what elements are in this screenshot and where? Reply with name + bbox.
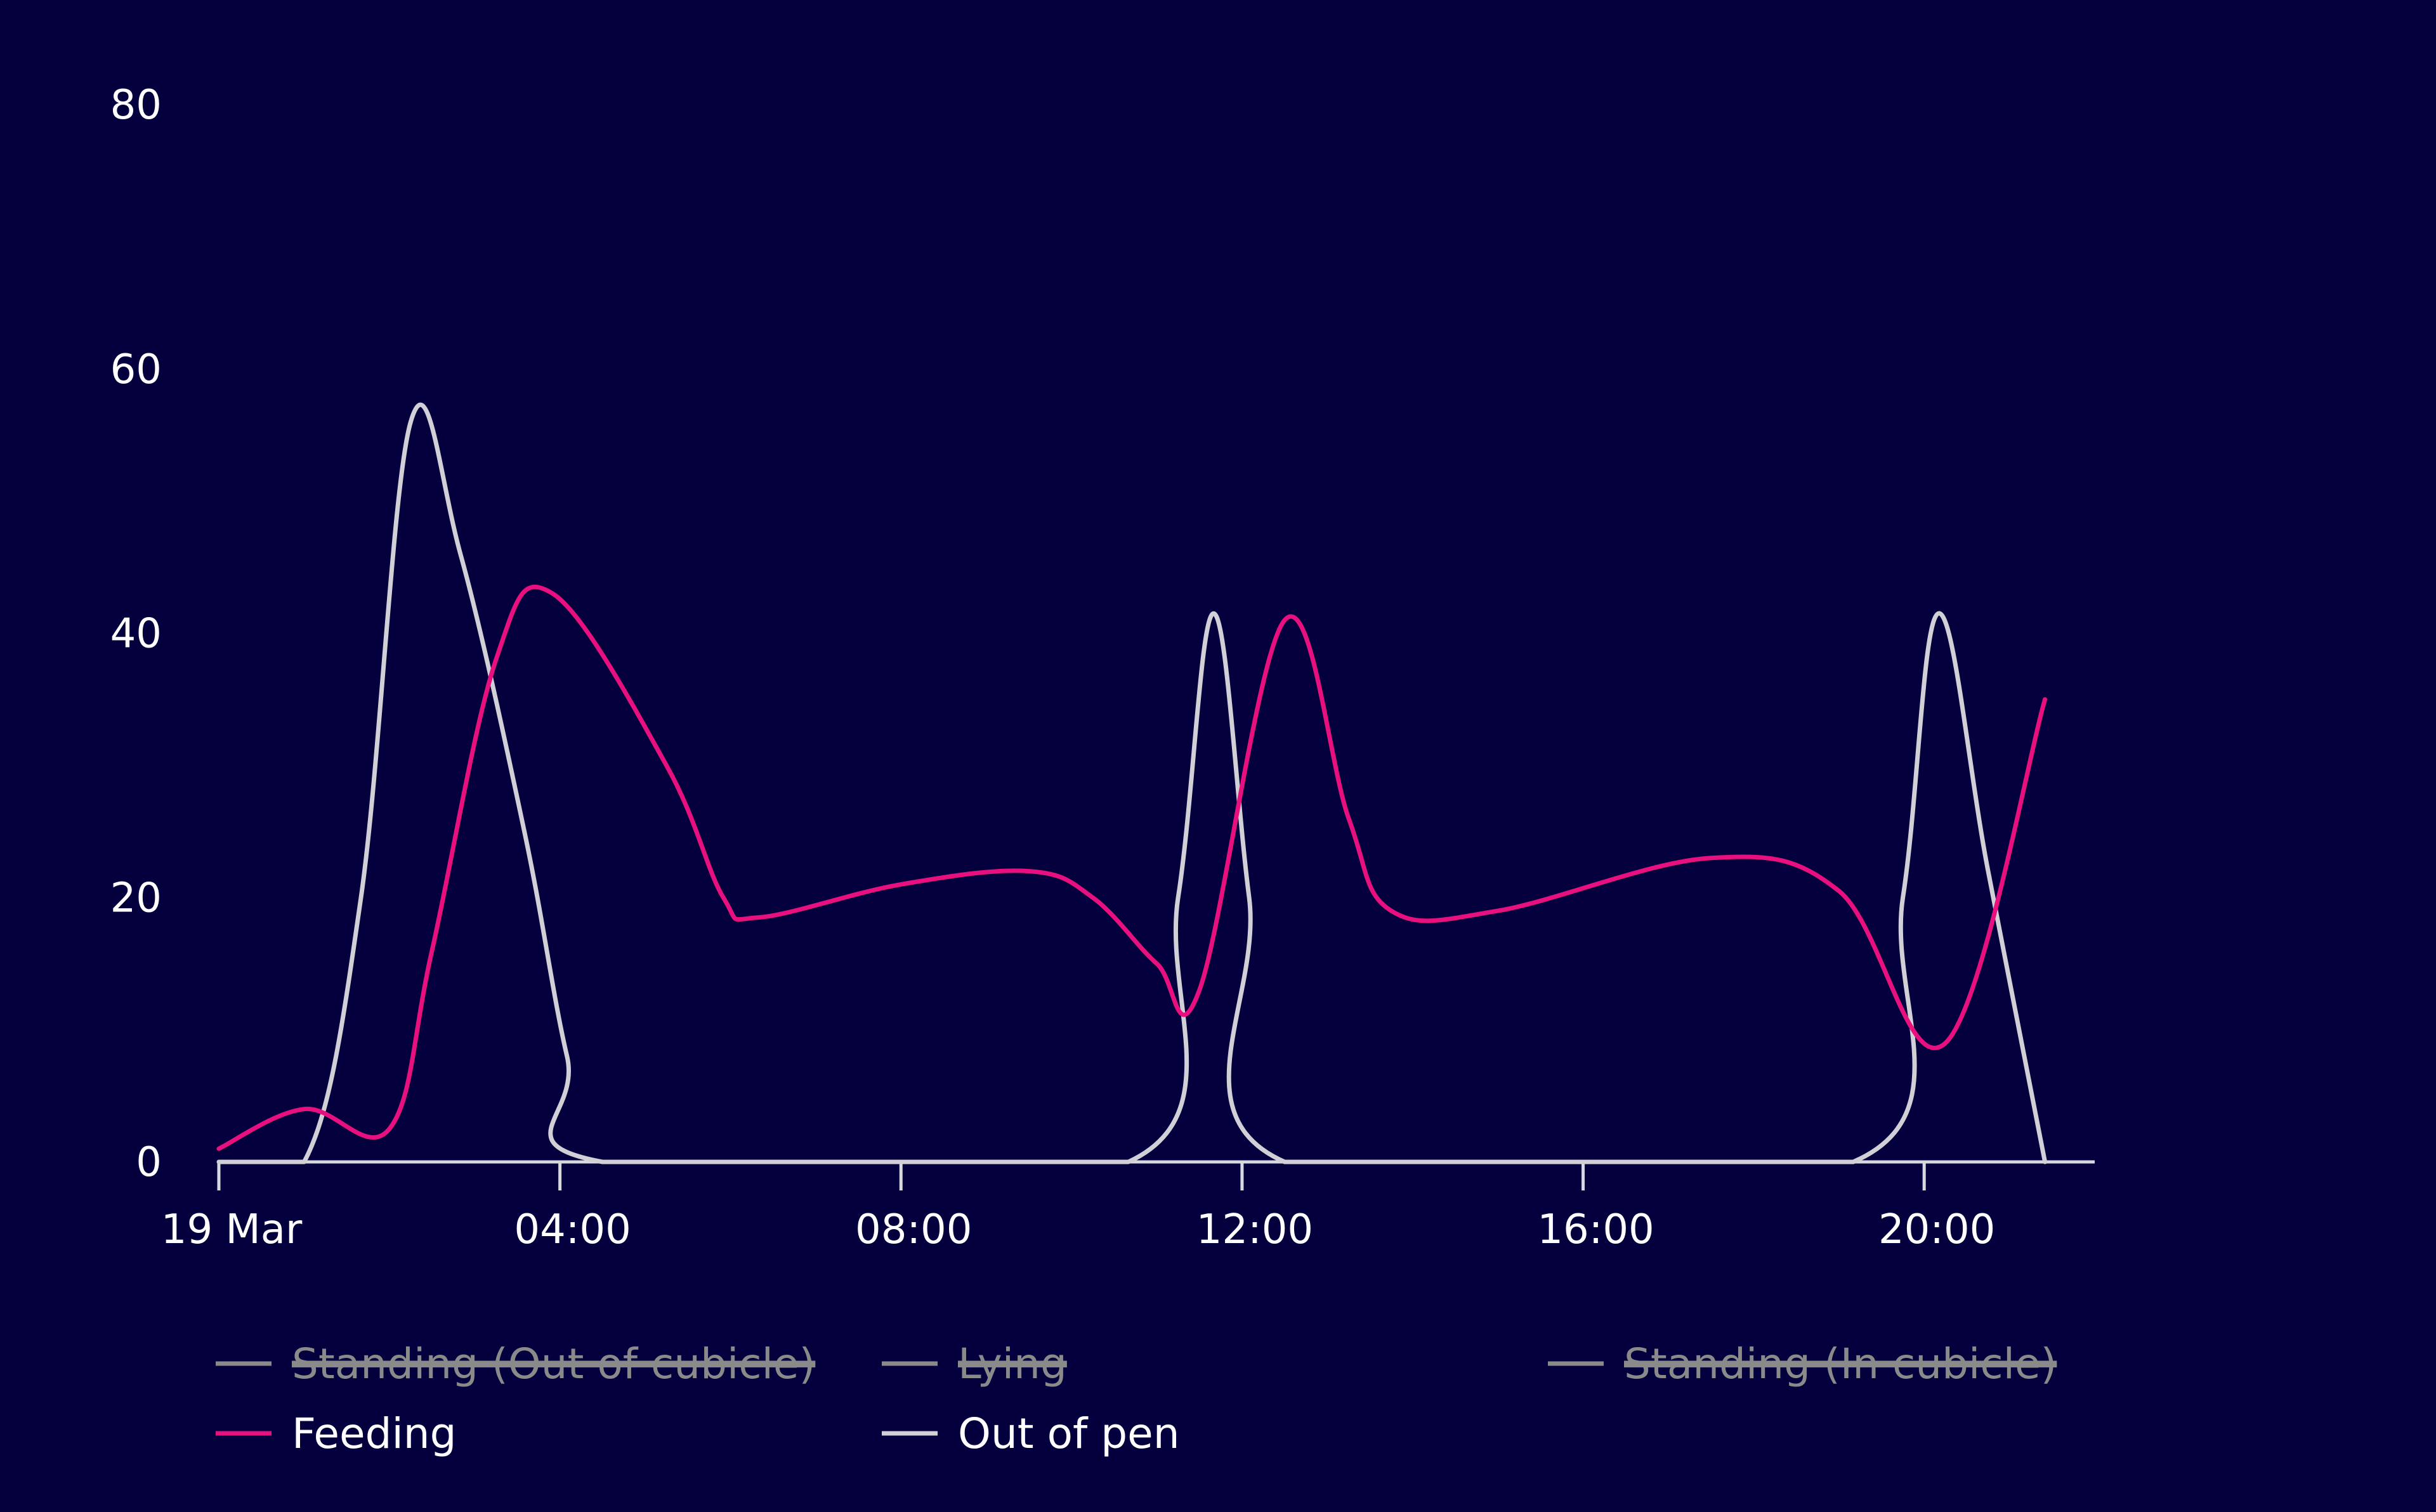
legend-label: Out of pen (958, 1409, 1180, 1458)
legend-item-standing-out-of-cubicle[interactable]: Standing (Out of cubicle) (216, 1339, 816, 1388)
y-tick-label: 20 (110, 875, 162, 922)
legend-label: Feeding (292, 1409, 457, 1458)
legend-item-feeding[interactable]: Feeding (216, 1409, 457, 1458)
legend-item-standing-in-cubicle[interactable]: Standing (In cubicle) (1548, 1339, 2057, 1388)
x-tick-label: 08:00 (855, 1206, 972, 1253)
legend-item-lying[interactable]: Lying (882, 1339, 1067, 1388)
y-tick-label: 0 (136, 1139, 162, 1186)
y-tick-label: 80 (110, 82, 162, 129)
x-tick-label: 20:00 (1878, 1206, 1995, 1253)
x-tick-label: 19 Mar (161, 1206, 303, 1253)
y-tick-label: 60 (110, 346, 162, 393)
legend-item-out-of-pen[interactable]: Out of pen (882, 1409, 1180, 1458)
x-tick-label: 04:00 (514, 1206, 631, 1253)
x-axis: 19 Mar 04:00 08:00 12:00 16:00 20:00 (161, 1160, 2095, 1253)
x-tick-label: 12:00 (1196, 1206, 1313, 1253)
series-lines (216, 402, 2048, 1164)
x-tick-label: 16:00 (1537, 1206, 1654, 1253)
series-line-out-of-pen (216, 402, 2048, 1164)
y-tick-label: 40 (110, 611, 162, 658)
legend: Standing (Out of cubicle) Lying Standing (… (216, 1339, 2057, 1458)
y-axis: 0 20 40 60 80 (110, 82, 162, 1186)
series-line-feeding (216, 585, 2048, 1151)
